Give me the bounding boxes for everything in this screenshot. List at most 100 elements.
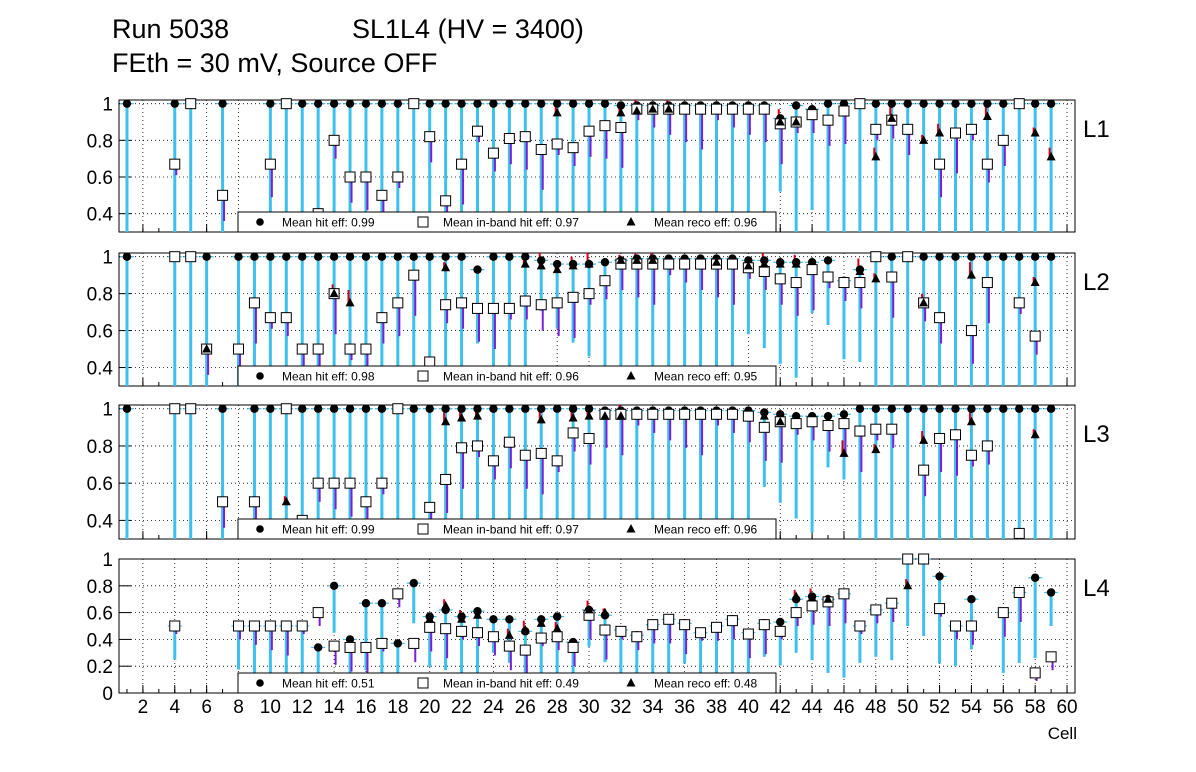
inband-marker [774, 273, 786, 285]
reco-marker [441, 416, 451, 426]
inband-marker [567, 142, 579, 154]
reco-marker [329, 288, 339, 298]
hit-marker [935, 572, 944, 581]
x-tick-label: 34 [642, 697, 664, 718]
y-tick-label: 0.6 [87, 168, 113, 189]
inband-marker [583, 288, 595, 300]
reco-marker [552, 107, 562, 117]
legend-inband-label: Mean in-band hit eff: 0.96 [443, 370, 579, 384]
hit-marker [361, 99, 371, 108]
hit-marker [967, 595, 976, 604]
inband-marker [965, 123, 977, 135]
inband-marker [376, 637, 388, 649]
inband-marker [902, 251, 914, 263]
hit-marker [218, 99, 227, 108]
x-tick-label: 52 [929, 697, 950, 718]
inband-marker [663, 258, 675, 270]
inband-marker [440, 623, 452, 635]
hit-marker [489, 404, 498, 413]
hit-marker [999, 99, 1008, 108]
hit-marker [457, 99, 466, 108]
hit-marker [967, 99, 976, 108]
hit-marker [1030, 252, 1040, 261]
inband-marker [503, 436, 515, 448]
hit-marker [935, 252, 944, 261]
reco-marker [568, 413, 578, 422]
plot-frame [118, 252, 1076, 387]
inband-marker [503, 640, 515, 652]
inband-marker [822, 271, 834, 283]
inband-marker [806, 264, 818, 276]
legend-inband-marker [417, 216, 429, 228]
inband-marker [1013, 527, 1025, 539]
x-tick-label: 36 [674, 697, 695, 718]
inband-marker [567, 291, 579, 303]
inband-marker [519, 449, 531, 461]
inband-marker [790, 418, 802, 430]
inband-marker [902, 123, 914, 135]
hit-marker [298, 252, 307, 261]
y-tick-label: 1 [102, 400, 113, 421]
hit-marker [903, 404, 912, 413]
inband-marker [950, 127, 961, 139]
legend-box [237, 672, 777, 694]
inband-marker [695, 627, 707, 639]
hit-marker [823, 256, 833, 265]
y-tick-label: 0.6 [87, 604, 113, 625]
reco-marker [871, 444, 881, 454]
reco-marker [807, 592, 817, 602]
x-tick-label: 50 [897, 697, 918, 718]
reco-marker [966, 416, 976, 426]
hit-marker [266, 252, 275, 261]
hit-marker [313, 404, 323, 413]
inband-marker [392, 403, 404, 415]
inband-marker [997, 134, 1009, 146]
inband-marker [312, 343, 324, 355]
plot-frame [118, 99, 1076, 233]
inband-marker [472, 125, 483, 137]
inband-marker [248, 620, 260, 632]
inband-marker [647, 408, 659, 420]
inband-marker [583, 433, 595, 444]
inband-marker [1013, 98, 1025, 110]
hit-marker [552, 612, 562, 621]
inband-marker [503, 302, 515, 314]
reco-marker [425, 614, 435, 623]
hit-marker [457, 404, 466, 413]
inband-marker [440, 473, 452, 485]
y-tick-label: 0.4 [87, 359, 114, 380]
inband-marker [965, 325, 977, 337]
inband-marker [169, 620, 181, 632]
inband-marker [934, 603, 946, 615]
legend-hit-marker [256, 525, 264, 533]
reco-marker [759, 259, 769, 268]
inband-marker [631, 631, 643, 643]
reco-marker [775, 259, 785, 268]
x-tick-label: 20 [419, 697, 440, 718]
layer-label: L4 [1083, 575, 1110, 602]
inband-marker [296, 343, 308, 355]
hit-marker [1046, 404, 1056, 413]
inband-marker [806, 600, 818, 612]
inband-marker [503, 133, 515, 144]
reco-marker [1030, 429, 1040, 439]
hit-marker [1030, 404, 1040, 413]
reco-marker [648, 255, 658, 264]
inband-marker [217, 189, 229, 201]
inband-marker [870, 423, 882, 435]
hit-marker [329, 404, 339, 413]
inband-marker [519, 131, 531, 143]
inband-marker [440, 299, 452, 311]
x-tick-label: 22 [451, 697, 472, 718]
inband-marker [376, 312, 388, 324]
hit-marker [552, 99, 562, 108]
inband-marker [392, 171, 404, 183]
hit-marker [489, 99, 498, 108]
inband-marker [169, 403, 181, 415]
reco-marker [536, 260, 546, 270]
inband-marker [711, 621, 722, 633]
inband-marker [854, 277, 866, 289]
inband-marker [233, 343, 244, 355]
inband-marker [934, 158, 946, 170]
inband-marker [663, 613, 675, 625]
